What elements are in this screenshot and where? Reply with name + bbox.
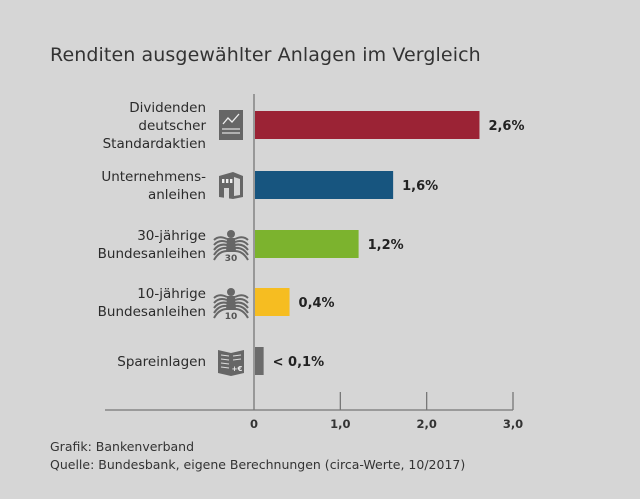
chart-title: Renditen ausgewählter Anlagen im Verglei… [50, 44, 481, 66]
footer-credit: Grafik: Bankenverband [50, 439, 195, 454]
svg-text:+€: +€ [232, 365, 243, 373]
category-label: Spareinlagen [117, 354, 206, 370]
value-label: 1,6% [402, 179, 438, 194]
category-label: Unternehmens- [101, 169, 206, 185]
x-tick-label: 1,0 [330, 417, 350, 431]
value-label: 0,4% [299, 296, 335, 311]
category-label: Bundesanleihen [98, 246, 206, 262]
bar [255, 171, 394, 199]
footer-source: Quelle: Bundesbank, eigene Berechnungen … [50, 457, 466, 472]
x-tick-label: 2,0 [416, 417, 436, 431]
bar [255, 347, 264, 375]
federal-eagle-30-icon: 30 [213, 230, 249, 264]
category-label: anleihen [148, 187, 206, 203]
category-label: deutscher [138, 118, 206, 134]
federal-eagle-10-icon: 10 [213, 288, 249, 322]
building-icon [219, 172, 243, 199]
category-label: Dividenden [129, 100, 206, 116]
category-label: Bundesanleihen [98, 304, 206, 320]
value-label: < 0,1% [273, 355, 324, 370]
bar [255, 230, 359, 258]
svg-text:30: 30 [225, 254, 238, 264]
x-tick-label: 3,0 [503, 417, 523, 431]
bar [255, 288, 290, 316]
savings-book-icon: +€ [218, 350, 244, 376]
bar [255, 111, 480, 139]
value-label: 2,6% [488, 119, 524, 134]
x-tick-label: 0 [250, 417, 258, 431]
category-label: 30-jährige [137, 228, 206, 244]
category-label: Standardaktien [103, 136, 206, 152]
svg-text:10: 10 [225, 312, 238, 322]
stock-chart-icon [219, 110, 243, 140]
value-label: 1,2% [368, 238, 404, 253]
category-label: 10-jährige [137, 286, 206, 302]
